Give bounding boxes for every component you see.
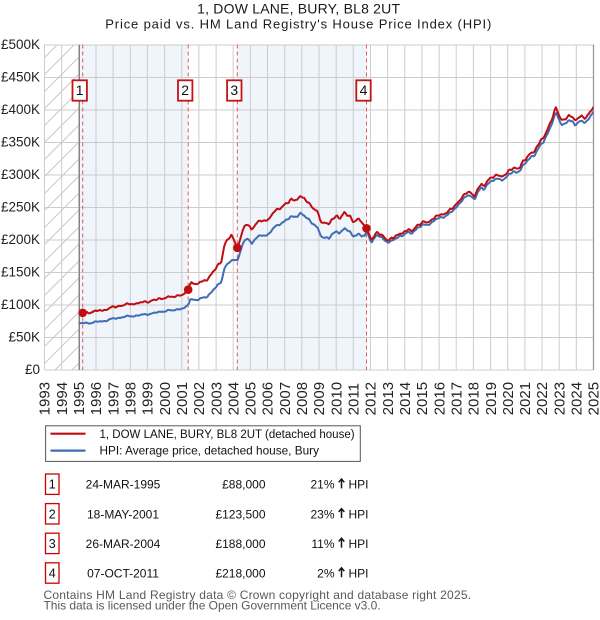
svg-text:2022: 2022	[534, 382, 551, 415]
svg-text:2020: 2020	[500, 382, 517, 415]
svg-text:1996: 1996	[88, 382, 105, 415]
svg-text:18-MAY-2001: 18-MAY-2001	[87, 507, 159, 521]
svg-text:£100K: £100K	[1, 297, 40, 312]
svg-text:23%: 23%	[310, 507, 334, 521]
svg-text:2003: 2003	[208, 382, 225, 415]
svg-text:2007: 2007	[277, 382, 294, 415]
svg-text:£0: £0	[25, 362, 40, 377]
svg-text:1995: 1995	[71, 382, 88, 415]
svg-text:2004: 2004	[225, 382, 242, 415]
svg-text:2014: 2014	[397, 382, 414, 415]
svg-text:HPI: HPI	[349, 507, 369, 521]
svg-text:1: 1	[76, 82, 84, 98]
svg-text:2017: 2017	[448, 382, 465, 415]
svg-text:1, DOW LANE, BURY, BL8 2UT (de: 1, DOW LANE, BURY, BL8 2UT (detached hou…	[100, 429, 355, 441]
svg-text:07-OCT-2011: 07-OCT-2011	[87, 567, 159, 581]
svg-text:HPI: HPI	[349, 537, 369, 551]
svg-text:1, DOW LANE, BURY, BL8 2UT: 1, DOW LANE, BURY, BL8 2UT	[197, 0, 400, 16]
svg-text:2018: 2018	[466, 382, 483, 415]
svg-text:4: 4	[49, 567, 56, 581]
svg-text:£218,000: £218,000	[215, 567, 265, 581]
svg-text:Contains HM Land Registry data: Contains HM Land Registry data © Crown c…	[44, 588, 472, 602]
svg-text:£450K: £450K	[1, 70, 40, 85]
svg-text:2006: 2006	[260, 382, 277, 415]
svg-text:2005: 2005	[243, 382, 260, 415]
svg-text:24-MAR-1995: 24-MAR-1995	[86, 478, 161, 492]
svg-text:£50K: £50K	[8, 330, 40, 345]
svg-text:HPI: HPI	[349, 478, 369, 492]
svg-text:HPI: Average price, detached h: HPI: Average price, detached house, Bury	[100, 444, 320, 458]
svg-text:21%: 21%	[310, 478, 334, 492]
svg-text:£250K: £250K	[1, 200, 40, 215]
svg-text:2010: 2010	[328, 382, 345, 415]
svg-text:2013: 2013	[380, 382, 397, 415]
svg-text:2009: 2009	[311, 382, 328, 415]
svg-text:2008: 2008	[294, 382, 311, 415]
svg-text:3: 3	[49, 537, 56, 551]
svg-text:2024: 2024	[569, 382, 586, 415]
svg-text:2%: 2%	[317, 567, 335, 581]
svg-text:2021: 2021	[517, 382, 534, 415]
svg-text:1998: 1998	[123, 382, 140, 415]
svg-text:2: 2	[181, 82, 189, 98]
svg-text:£350K: £350K	[1, 135, 40, 150]
svg-text:£123,500: £123,500	[215, 507, 265, 521]
svg-text:£400K: £400K	[1, 102, 40, 117]
svg-text:2019: 2019	[483, 382, 500, 415]
svg-text:2025: 2025	[586, 382, 600, 415]
svg-text:2002: 2002	[191, 382, 208, 415]
svg-text:1: 1	[49, 478, 56, 492]
svg-text:£300K: £300K	[1, 167, 40, 182]
svg-text:2015: 2015	[414, 382, 431, 415]
svg-text:1999: 1999	[140, 382, 157, 415]
svg-text:2016: 2016	[431, 382, 448, 415]
svg-text:2023: 2023	[551, 382, 568, 415]
svg-text:£188,000: £188,000	[215, 537, 265, 551]
svg-text:This data is licensed under th: This data is licensed under the Open Gov…	[44, 599, 381, 613]
svg-text:2012: 2012	[363, 382, 380, 415]
svg-text:£200K: £200K	[1, 232, 40, 247]
svg-text:11%: 11%	[311, 537, 334, 551]
svg-text:£150K: £150K	[1, 265, 40, 280]
svg-text:£88,000: £88,000	[222, 478, 266, 492]
svg-text:2001: 2001	[174, 382, 191, 415]
svg-text:1997: 1997	[105, 382, 122, 415]
svg-text:26-MAR-2004: 26-MAR-2004	[86, 537, 161, 551]
svg-text:2011: 2011	[346, 383, 363, 415]
svg-text:Price paid vs. HM Land Registr: Price paid vs. HM Land Registry's House …	[105, 16, 492, 31]
svg-text:£500K: £500K	[1, 37, 40, 52]
svg-text:4: 4	[360, 82, 368, 98]
svg-text:HPI: HPI	[349, 567, 369, 581]
svg-text:1993: 1993	[37, 382, 54, 415]
svg-text:2: 2	[49, 507, 56, 521]
svg-text:3: 3	[230, 82, 238, 98]
svg-text:2000: 2000	[157, 382, 174, 415]
svg-text:1994: 1994	[54, 382, 71, 415]
